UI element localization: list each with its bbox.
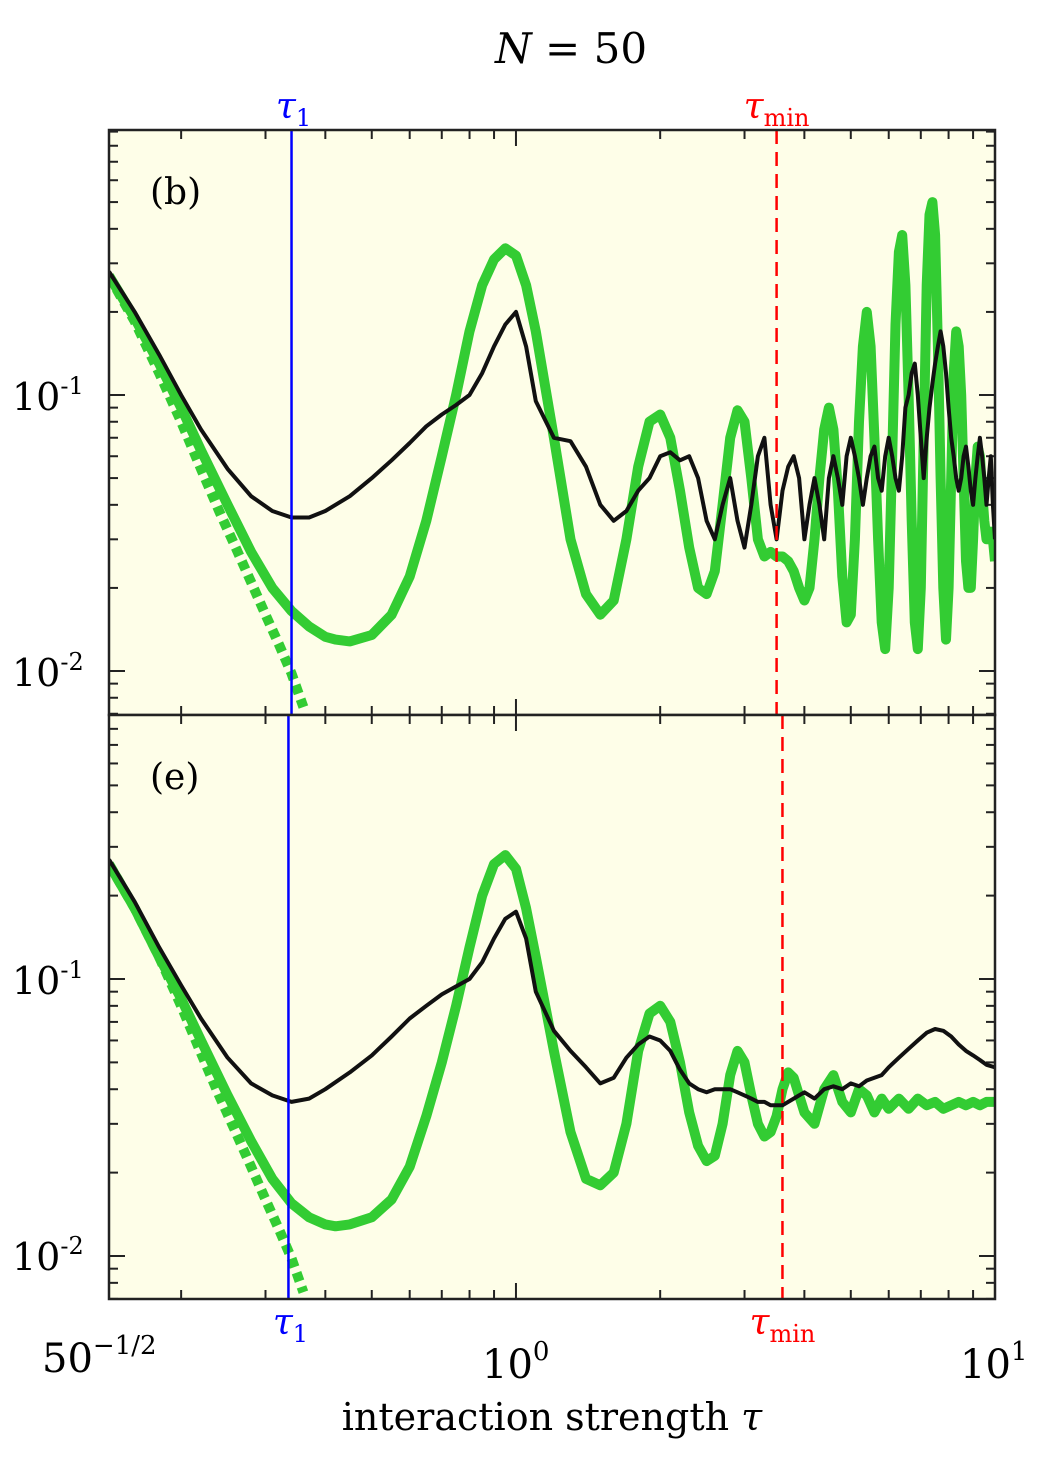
y-tick-label-bottom-hi: 10-1 bbox=[12, 956, 84, 1003]
series-green-dotted bbox=[109, 861, 309, 1294]
x-tick-label-right: 101 bbox=[960, 1337, 1027, 1388]
y-tick-label-top-lo: 10-2 bbox=[12, 648, 84, 695]
panel-bottom: (e) 10-1 10-2 τ1 τmin bbox=[12, 713, 997, 1348]
y-tick-label-bottom-lo: 10-2 bbox=[12, 1232, 84, 1279]
series-black bbox=[109, 270, 995, 550]
x-tick-label-mid: 100 bbox=[482, 1337, 549, 1388]
series-green-solid bbox=[109, 850, 995, 1232]
panel-label-b: (b) bbox=[150, 172, 201, 213]
x-tick-label-left: 50−1/2 bbox=[42, 1331, 157, 1382]
taumin-label-bottom: τmin bbox=[750, 1302, 816, 1348]
x-axis-label: interaction strength τ bbox=[342, 1395, 763, 1439]
tau1-label-top: τ1 bbox=[276, 86, 311, 132]
panel-bottom-series bbox=[109, 850, 995, 1294]
panel-label-e: (e) bbox=[150, 757, 199, 798]
y-tick-label-top-hi: 10-1 bbox=[12, 372, 84, 419]
tau1-label-bottom: τ1 bbox=[273, 1302, 308, 1348]
series-black bbox=[109, 858, 995, 1108]
figure-title: N = 50 bbox=[494, 24, 647, 73]
panel-bottom-frame bbox=[107, 713, 997, 1301]
panel-top-series bbox=[109, 197, 995, 709]
taumin-label-top: τmin bbox=[744, 86, 810, 132]
panel-top: (b) 10-1 10-2 τ1 τmin bbox=[12, 86, 997, 717]
series-green-solid bbox=[109, 197, 995, 655]
panel-bottom-background bbox=[109, 715, 995, 1299]
series-green-dotted bbox=[109, 273, 309, 709]
